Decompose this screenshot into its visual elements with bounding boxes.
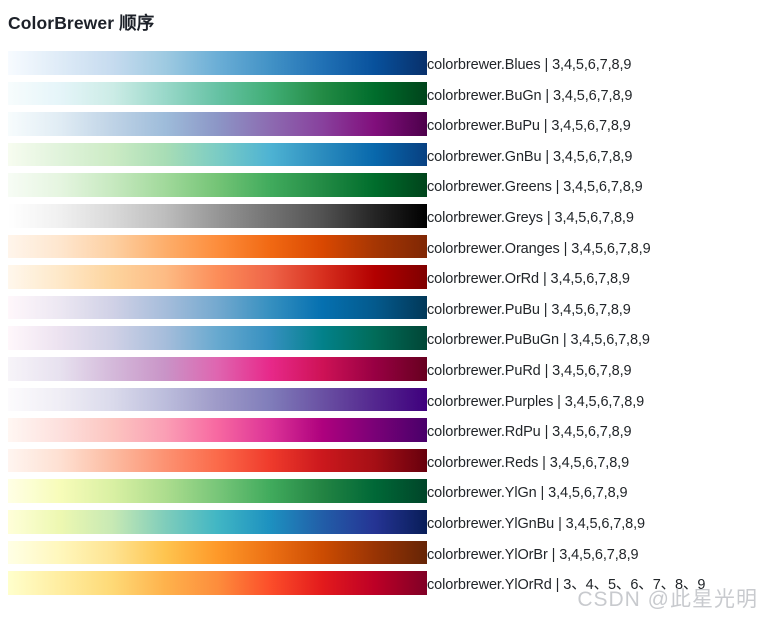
palette-label: colorbrewer.BuGn | 3,4,5,6,7,8,9	[427, 87, 633, 104]
palette-label: colorbrewer.YlGnBu | 3,4,5,6,7,8,9	[427, 516, 645, 532]
palette-row: colorbrewer.YlGn | 3,4,5,6,7,8,9	[8, 479, 763, 503]
palette-row: colorbrewer.PuBuGn | 3,4,5,6,7,8,9	[8, 326, 763, 350]
palette-row: colorbrewer.Greys | 3,4,5,6,7,8,9	[8, 203, 763, 228]
palette-row: colorbrewer.BuPu | 3,4,5,6,7,8,9	[8, 112, 763, 136]
gradient-bar	[8, 81, 427, 106]
gradient-bar	[8, 51, 427, 75]
palette-label: colorbrewer.PuBu | 3,4,5,6,7,8,9	[427, 301, 631, 318]
palette-label: colorbrewer.Purples | 3,4,5,6,7,8,9	[427, 393, 645, 410]
palette-row: colorbrewer.Blues | 3,4,5,6,7,8,9	[8, 51, 763, 75]
palette-row: colorbrewer.Reds | 3,4,5,6,7,8,9	[8, 448, 763, 473]
gradient-bar	[8, 387, 427, 412]
palette-row: colorbrewer.YlOrRd | 3、4、5、6、7、8、9	[8, 571, 763, 595]
palette-label: colorbrewer.BuPu | 3,4,5,6,7,8,9	[427, 118, 631, 135]
palette-label: colorbrewer.RdPu | 3,4,5,6,7,8,9	[427, 424, 632, 441]
palette-row: colorbrewer.BuGn | 3,4,5,6,7,8,9	[8, 81, 763, 106]
gradient-bar	[8, 203, 427, 228]
palette-label: colorbrewer.YlOrBr | 3,4,5,6,7,8,9	[427, 546, 639, 563]
palette-row: colorbrewer.RdPu | 3,4,5,6,7,8,9	[8, 418, 763, 442]
gradient-bar	[8, 142, 427, 167]
palette-row: colorbrewer.YlGnBu | 3,4,5,6,7,8,9	[8, 509, 763, 534]
gradient-bar	[8, 112, 427, 136]
palette-label: colorbrewer.YlGn | 3,4,5,6,7,8,9	[427, 485, 628, 502]
palette-row: colorbrewer.GnBu | 3,4,5,6,7,8,9	[8, 142, 763, 167]
palette-label: colorbrewer.GnBu | 3,4,5,6,7,8,9	[427, 148, 633, 165]
palette-row: colorbrewer.Oranges | 3,4,5,6,7,8,9	[8, 234, 763, 259]
gradient-bar	[8, 234, 427, 259]
gradient-bar	[8, 418, 427, 442]
palette-row: colorbrewer.YlOrBr | 3,4,5,6,7,8,9	[8, 540, 763, 565]
palette-label: colorbrewer.Reds | 3,4,5,6,7,8,9	[427, 454, 630, 471]
gradient-bar	[8, 265, 427, 289]
palette-label: colorbrewer.Greys | 3,4,5,6,7,8,9	[427, 210, 634, 227]
gradient-bar	[8, 173, 427, 197]
palette-row: colorbrewer.PuRd | 3,4,5,6,7,8,9	[8, 356, 763, 381]
gradient-bar	[8, 326, 427, 350]
palette-row: colorbrewer.Purples | 3,4,5,6,7,8,9	[8, 387, 763, 412]
gradient-bar	[8, 448, 427, 473]
palette-list: colorbrewer.Blues | 3,4,5,6,7,8,9 colorb…	[8, 51, 763, 595]
palette-row: colorbrewer.PuBu | 3,4,5,6,7,8,9	[8, 295, 763, 320]
gradient-bar	[8, 571, 427, 595]
palette-label: colorbrewer.OrRd | 3,4,5,6,7,8,9	[427, 271, 630, 288]
gradient-bar	[8, 295, 427, 320]
palette-label: colorbrewer.PuBuGn | 3,4,5,6,7,8,9	[427, 332, 650, 349]
palette-label: colorbrewer.YlOrRd | 3、4、5、6、7、8、9	[427, 577, 706, 594]
gradient-bar	[8, 509, 427, 534]
palette-row: colorbrewer.OrRd | 3,4,5,6,7,8,9	[8, 265, 763, 289]
palette-label: colorbrewer.Oranges | 3,4,5,6,7,8,9	[427, 240, 651, 257]
page: ColorBrewer 顺序 colorbrewer.Blues | 3,4,5…	[8, 13, 763, 610]
gradient-bar	[8, 356, 427, 381]
palette-label: colorbrewer.Greens | 3,4,5,6,7,8,9	[427, 179, 643, 196]
gradient-bar	[8, 479, 427, 503]
palette-row: colorbrewer.Greens | 3,4,5,6,7,8,9	[8, 173, 763, 197]
gradient-bar	[8, 540, 427, 565]
page-title: ColorBrewer 顺序	[8, 13, 155, 33]
palette-label: colorbrewer.PuRd | 3,4,5,6,7,8,9	[427, 363, 632, 380]
palette-label: colorbrewer.Blues | 3,4,5,6,7,8,9	[427, 57, 632, 74]
